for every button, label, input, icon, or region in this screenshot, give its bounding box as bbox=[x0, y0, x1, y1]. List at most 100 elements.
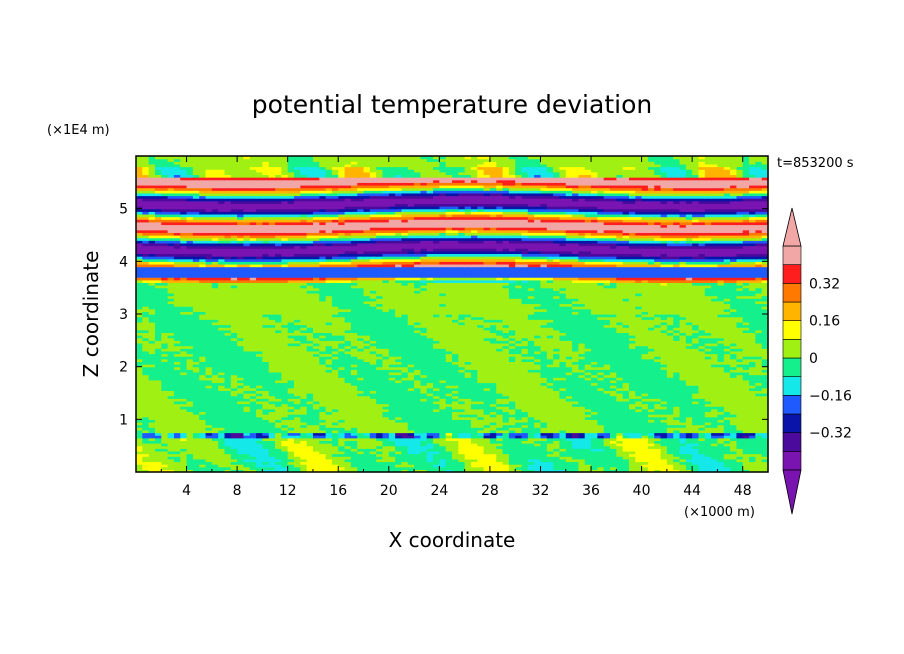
contour-cell bbox=[218, 393, 226, 397]
contour-cell bbox=[382, 443, 390, 447]
contour-cell bbox=[230, 398, 238, 402]
contour-cell bbox=[679, 445, 687, 449]
contour-cell bbox=[723, 416, 731, 420]
contour-cell bbox=[230, 406, 238, 410]
contour-cell bbox=[142, 408, 150, 413]
contour-cell bbox=[610, 414, 617, 418]
contour-cell bbox=[275, 453, 282, 457]
contour-cell bbox=[755, 464, 763, 468]
contour-cell bbox=[136, 411, 143, 415]
contour-cell bbox=[148, 398, 156, 402]
contour-cell bbox=[489, 419, 497, 423]
contour-cell bbox=[211, 408, 219, 413]
contour-cell bbox=[685, 403, 693, 407]
contour-cell bbox=[502, 414, 510, 418]
contour-cell bbox=[331, 416, 339, 420]
contour-cell bbox=[180, 461, 188, 465]
contour-cell bbox=[565, 448, 573, 452]
contour-cell bbox=[211, 469, 219, 473]
contour-cell bbox=[344, 421, 352, 426]
contour-cell bbox=[717, 464, 725, 468]
contour-cell bbox=[470, 393, 478, 397]
contour-cell bbox=[622, 469, 630, 473]
contour-cell bbox=[723, 450, 731, 455]
contour-cell bbox=[565, 432, 573, 436]
contour-cell bbox=[388, 400, 396, 405]
contour-cell bbox=[281, 393, 289, 397]
contour-cell bbox=[268, 411, 276, 415]
contour-cell bbox=[572, 445, 579, 449]
contour-cell bbox=[565, 411, 573, 415]
contour-cell bbox=[698, 421, 706, 426]
contour-cell bbox=[275, 443, 282, 447]
contour-cell bbox=[224, 429, 232, 434]
contour-cell bbox=[502, 443, 510, 447]
contour-cell bbox=[401, 390, 409, 394]
contour-cell bbox=[243, 437, 251, 441]
contour-cell bbox=[211, 437, 219, 441]
contour-cell bbox=[635, 445, 643, 449]
contour-cell bbox=[173, 427, 181, 431]
contour-cell bbox=[464, 464, 472, 468]
contour-cell bbox=[173, 403, 181, 407]
contour-cell bbox=[445, 390, 453, 394]
contour-cell bbox=[692, 424, 700, 428]
contour-cell bbox=[553, 424, 561, 428]
contour-cell bbox=[420, 406, 428, 410]
contour-cell bbox=[275, 403, 282, 407]
contour-cell bbox=[388, 443, 396, 447]
contour-cell bbox=[268, 406, 276, 410]
contour-cell bbox=[622, 414, 630, 418]
contour-cell bbox=[597, 403, 605, 407]
contour-cell bbox=[761, 400, 769, 405]
contour-cell bbox=[572, 408, 579, 413]
contour-cell bbox=[477, 440, 485, 444]
contour-cell bbox=[136, 421, 143, 426]
contour-cell bbox=[692, 456, 700, 460]
contour-cell bbox=[148, 435, 156, 439]
contour-cell bbox=[546, 419, 554, 423]
contour-cell bbox=[527, 403, 535, 407]
contour-cell bbox=[464, 421, 472, 426]
contour-cell bbox=[597, 416, 605, 420]
contour-cell bbox=[704, 400, 712, 405]
contour-cell bbox=[180, 427, 188, 431]
contour-cell bbox=[142, 464, 150, 468]
contour-cell bbox=[622, 390, 630, 394]
contour-cell bbox=[546, 437, 554, 441]
contour-cell bbox=[597, 469, 605, 473]
contour-cell bbox=[344, 469, 352, 473]
contour-cell bbox=[357, 400, 365, 405]
contour-cell bbox=[268, 421, 276, 426]
contour-cell bbox=[717, 416, 725, 420]
contour-cell bbox=[433, 437, 440, 441]
contour-cell bbox=[199, 419, 207, 423]
contour-cell bbox=[711, 400, 719, 405]
contour-cell bbox=[603, 464, 611, 468]
contour-cell bbox=[243, 427, 251, 431]
contour-cell bbox=[755, 456, 763, 460]
contour-cell bbox=[761, 461, 769, 465]
contour-cell bbox=[730, 456, 737, 460]
contour-cell bbox=[395, 443, 403, 447]
contour-cell bbox=[173, 421, 181, 426]
contour-cell bbox=[628, 416, 636, 420]
contour-cell bbox=[325, 403, 333, 407]
contour-cell bbox=[591, 424, 598, 428]
contour-cell bbox=[338, 440, 346, 444]
contour-cell bbox=[470, 408, 478, 413]
contour-cell bbox=[136, 443, 143, 447]
contour-cell bbox=[350, 427, 358, 431]
contour-cell bbox=[294, 458, 301, 463]
contour-cell bbox=[407, 466, 415, 470]
contour-cell bbox=[502, 408, 510, 413]
contour-cell bbox=[382, 464, 390, 468]
contour-cell bbox=[312, 448, 320, 452]
contour-cell bbox=[628, 429, 636, 434]
contour-cell bbox=[439, 440, 447, 444]
contour-cell bbox=[458, 445, 466, 449]
contour-cell bbox=[363, 395, 371, 399]
contour-cell bbox=[521, 398, 529, 402]
contour-cell bbox=[483, 464, 491, 468]
contour-cell bbox=[401, 400, 409, 405]
